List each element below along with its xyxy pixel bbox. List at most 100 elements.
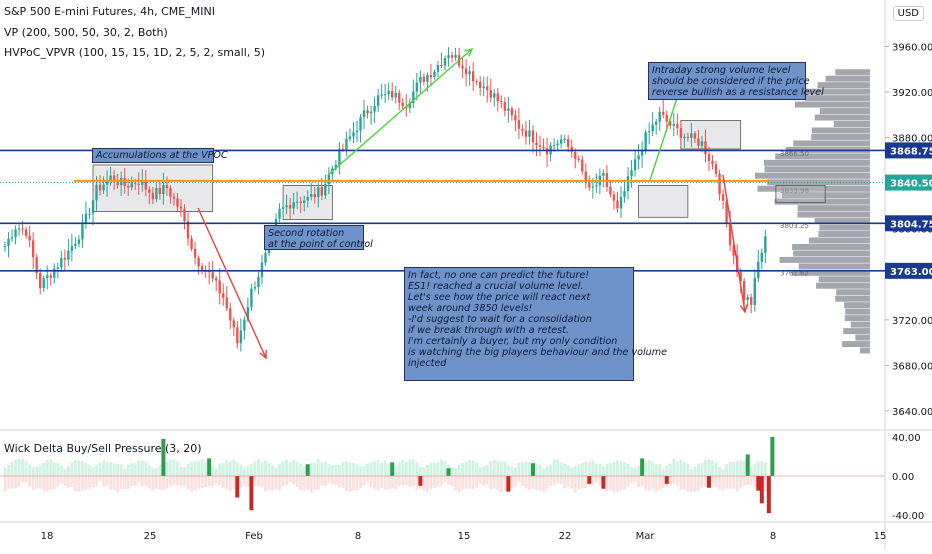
buy-pressure-bar bbox=[158, 465, 162, 476]
candle-body bbox=[225, 297, 228, 309]
sell-pressure-bar bbox=[323, 476, 327, 487]
buy-pressure-bar bbox=[49, 459, 53, 476]
candle-body bbox=[471, 71, 475, 82]
sell-pressure-bar bbox=[682, 476, 686, 490]
buy-pressure-bar bbox=[278, 464, 281, 476]
buy-pressure-bar bbox=[119, 464, 123, 476]
candle-body bbox=[141, 181, 144, 185]
buy-pressure-bar bbox=[271, 465, 274, 476]
volume-profile-bar bbox=[817, 82, 870, 89]
sell-pressure-bar bbox=[535, 476, 538, 490]
wick-delta-spike bbox=[418, 476, 423, 486]
candle-body bbox=[341, 149, 345, 151]
volume-profile-bar bbox=[836, 289, 870, 296]
buy-pressure-bar bbox=[366, 463, 369, 476]
buy-pressure-bar bbox=[679, 459, 683, 476]
level-price-tag bbox=[885, 174, 932, 191]
candle-body bbox=[493, 93, 496, 98]
candle-body bbox=[253, 286, 257, 289]
main-annotation[interactable]: In fact, no one can predict the future! … bbox=[404, 267, 667, 381]
buy-pressure-bar bbox=[38, 465, 42, 476]
buy-pressure-bar bbox=[190, 461, 193, 476]
candle-body bbox=[542, 146, 545, 149]
sell-pressure-bar bbox=[123, 476, 127, 490]
sell-pressure-bar bbox=[239, 476, 243, 488]
candle-body bbox=[229, 308, 232, 321]
candle-body bbox=[704, 141, 707, 155]
buy-pressure-bar bbox=[112, 463, 116, 476]
subpanel-tick-label: -40.00 bbox=[892, 511, 924, 522]
buy-pressure-bar bbox=[52, 462, 56, 476]
sell-pressure-bar bbox=[725, 476, 728, 489]
currency-button[interactable]: USD bbox=[892, 6, 924, 21]
buy-pressure-bar bbox=[274, 467, 278, 476]
candle-body bbox=[479, 81, 482, 88]
buy-pressure-bar bbox=[577, 464, 581, 476]
candle-body bbox=[574, 151, 577, 159]
sell-pressure-bar bbox=[63, 476, 67, 486]
candle-body bbox=[313, 194, 316, 198]
candle-body bbox=[197, 257, 200, 267]
sell-pressure-bar bbox=[609, 476, 612, 491]
subpanel-tick-label: 40.00 bbox=[892, 433, 921, 444]
wick-delta-spike bbox=[390, 462, 395, 476]
wick-delta-spike bbox=[161, 438, 166, 476]
subpanel-title[interactable]: Wick Delta Buy/Sell Pressure (3, 20) bbox=[4, 442, 202, 455]
candle-body bbox=[88, 213, 91, 215]
sell-pressure-bar bbox=[644, 476, 648, 491]
volume-profile-bar bbox=[757, 185, 870, 192]
sell-pressure-bar bbox=[341, 476, 345, 489]
buy-pressure-bar bbox=[246, 466, 250, 476]
candle-body bbox=[528, 130, 531, 137]
buy-pressure-bar bbox=[753, 464, 757, 476]
sell-pressure-bar bbox=[531, 476, 535, 490]
sell-pressure-bar bbox=[299, 476, 303, 490]
buy-pressure-bar bbox=[609, 463, 612, 476]
sell-pressure-bar bbox=[112, 476, 116, 490]
down-arrow-mar-head bbox=[739, 304, 748, 314]
buy-pressure-bar bbox=[345, 461, 348, 476]
indicator-vp-label[interactable]: VP (200, 500, 50, 30, 2, Both) bbox=[4, 26, 168, 39]
buy-pressure-bar bbox=[21, 458, 24, 476]
sell-pressure-bar bbox=[52, 476, 56, 489]
buy-pressure-bar bbox=[552, 459, 556, 476]
sell-pressure-bar bbox=[320, 476, 324, 486]
buy-pressure-bar bbox=[436, 462, 440, 476]
sell-pressure-bar bbox=[295, 476, 299, 487]
sell-pressure-bar bbox=[559, 476, 563, 485]
sell-pressure-bar bbox=[404, 476, 408, 485]
candle-body bbox=[274, 218, 278, 230]
buy-pressure-bar bbox=[517, 462, 521, 476]
sell-pressure-bar bbox=[552, 476, 556, 486]
sell-pressure-bar bbox=[461, 476, 464, 490]
rotation-annotation[interactable]: Second rotation at the point of control bbox=[264, 225, 373, 250]
volume-profile-bar bbox=[805, 95, 870, 102]
candle-body bbox=[105, 180, 109, 185]
sell-pressure-bar bbox=[327, 476, 331, 482]
sell-pressure-bar bbox=[165, 476, 169, 489]
sell-pressure-bar bbox=[735, 476, 739, 492]
buy-pressure-bar bbox=[31, 467, 35, 476]
sell-pressure-bar bbox=[359, 476, 362, 488]
vpoc-annotation[interactable]: Accumulations at the VPOC bbox=[92, 148, 228, 163]
sell-pressure-bar bbox=[246, 476, 250, 487]
indicator-hvpoc-label[interactable]: HVPoC_VPVR (100, 15, 15, 1D, 2, 5, 2, sm… bbox=[4, 46, 266, 59]
buy-pressure-bar bbox=[528, 461, 531, 476]
candle-body bbox=[482, 86, 485, 88]
sell-pressure-bar bbox=[686, 476, 690, 492]
time-tick-label: 18 bbox=[41, 531, 54, 542]
sell-pressure-bar bbox=[306, 476, 310, 490]
sell-pressure-bar bbox=[380, 476, 384, 489]
symbol-title[interactable]: S&P 500 E-mini Futures, 4h, CME_MINI bbox=[4, 5, 215, 18]
buy-pressure-bar bbox=[760, 460, 764, 476]
volume-profile-bar bbox=[794, 101, 870, 108]
buy-pressure-bar bbox=[542, 469, 545, 476]
sell-pressure-bar bbox=[700, 476, 704, 488]
sell-pressure-bar bbox=[10, 476, 14, 489]
intraday-annotation[interactable]: Intraday strong volume level should be c… bbox=[648, 62, 824, 100]
buy-pressure-bar bbox=[133, 462, 137, 476]
candle-body bbox=[137, 183, 140, 185]
candle-body bbox=[299, 201, 302, 203]
candle-body bbox=[394, 92, 397, 98]
candle-body bbox=[764, 236, 767, 253]
